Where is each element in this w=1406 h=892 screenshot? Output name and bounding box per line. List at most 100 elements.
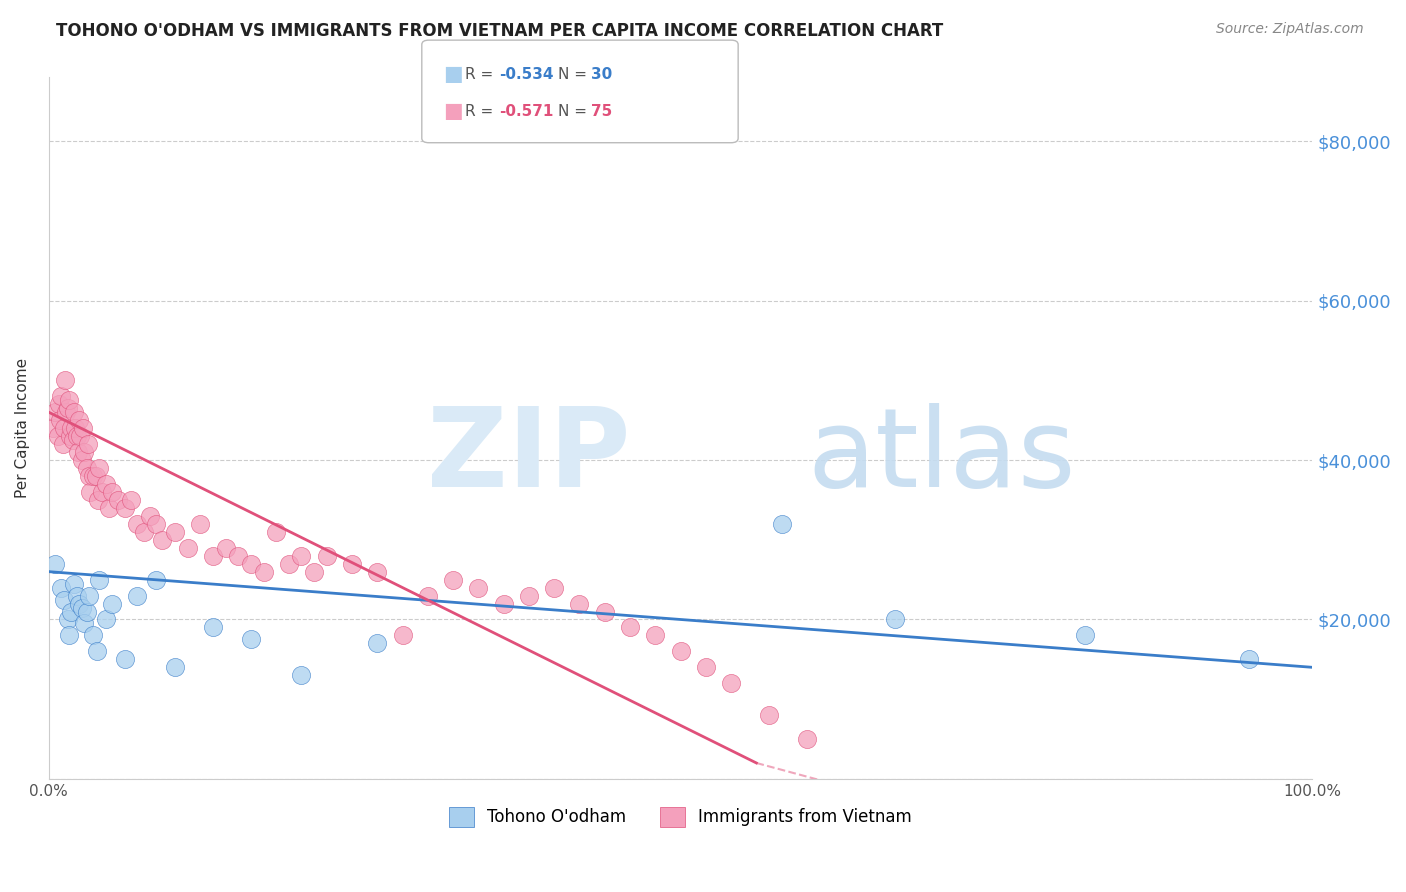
Text: ■: ■ (443, 64, 463, 84)
Point (48, 397, 70, 411)
Point (52, 421, 75, 435)
Text: 30: 30 (591, 67, 612, 81)
Point (73, 445, 96, 459)
Point (441, 573, 464, 587)
Point (190, 516, 212, 531)
Point (60, 421, 83, 435)
Text: N =: N = (558, 104, 592, 119)
Text: ■: ■ (443, 102, 463, 121)
Point (46, 429, 69, 443)
Point (65, 421, 87, 435)
Point (669, 644, 692, 658)
Point (69, 429, 91, 443)
Point (63, 405, 86, 419)
Point (139, 508, 162, 523)
Point (70, 600, 93, 615)
Point (89, 573, 111, 587)
Point (290, 668, 312, 682)
Point (226, 549, 249, 563)
Point (82, 469, 104, 483)
Point (44, 405, 66, 419)
Point (114, 500, 136, 515)
Point (214, 541, 236, 555)
Point (277, 557, 299, 571)
Point (67, 597, 90, 611)
Point (76, 605, 98, 619)
Point (58, 628, 80, 642)
Point (695, 660, 717, 674)
Point (60, 605, 83, 619)
Point (619, 620, 641, 634)
Point (56, 401, 79, 416)
Text: -0.571: -0.571 (499, 104, 554, 119)
Text: Source: ZipAtlas.com: Source: ZipAtlas.com (1216, 22, 1364, 37)
Point (720, 676, 742, 690)
Text: R =: R = (465, 104, 503, 119)
Point (644, 628, 666, 642)
Point (87, 492, 110, 507)
Text: N =: N = (558, 67, 592, 81)
Point (62, 433, 84, 447)
Point (58, 393, 80, 408)
Point (290, 549, 312, 563)
Point (73, 616, 96, 631)
Point (77, 589, 100, 603)
Point (132, 524, 155, 539)
Point (107, 492, 129, 507)
Point (76, 461, 98, 475)
Point (252, 565, 274, 579)
Point (770, 516, 793, 531)
Y-axis label: Per Capita Income: Per Capita Income (15, 358, 30, 499)
Point (127, 589, 149, 603)
Point (120, 492, 142, 507)
Text: TOHONO O'ODHAM VS IMMIGRANTS FROM VIETNAM PER CAPITA INCOME CORRELATION CHART: TOHONO O'ODHAM VS IMMIGRANTS FROM VIETNA… (56, 22, 943, 40)
Point (114, 652, 136, 666)
Point (49, 413, 72, 427)
Point (239, 632, 262, 647)
Point (44, 557, 66, 571)
Point (77, 469, 100, 483)
Point (65, 589, 87, 603)
Point (467, 581, 489, 595)
Point (758, 708, 780, 723)
Point (315, 549, 337, 563)
Text: atlas: atlas (807, 402, 1076, 509)
Point (1074, 628, 1097, 642)
Point (366, 565, 388, 579)
Point (101, 485, 124, 500)
Point (90, 485, 112, 500)
Point (165, 660, 187, 674)
Point (72, 421, 94, 435)
Point (366, 636, 388, 650)
Point (202, 549, 225, 563)
Text: ZIP: ZIP (426, 402, 630, 509)
Point (65, 429, 87, 443)
Point (302, 565, 325, 579)
Point (202, 620, 225, 634)
Point (517, 589, 540, 603)
Point (101, 597, 124, 611)
Point (67, 413, 90, 427)
Point (66, 445, 89, 459)
Point (152, 533, 174, 547)
Point (568, 597, 591, 611)
Point (55, 405, 77, 419)
Point (264, 524, 287, 539)
Point (51, 389, 73, 403)
Point (1237, 652, 1260, 666)
Point (98, 500, 121, 515)
Text: R =: R = (465, 67, 499, 81)
Point (177, 541, 200, 555)
Point (70, 453, 93, 467)
Point (145, 516, 167, 531)
Point (593, 605, 616, 619)
Point (391, 628, 413, 642)
Point (84, 469, 107, 483)
Point (492, 597, 515, 611)
Point (127, 516, 149, 531)
Text: 75: 75 (591, 104, 612, 119)
Point (51, 581, 73, 595)
Point (82, 628, 104, 642)
Point (884, 612, 907, 626)
Point (165, 524, 187, 539)
